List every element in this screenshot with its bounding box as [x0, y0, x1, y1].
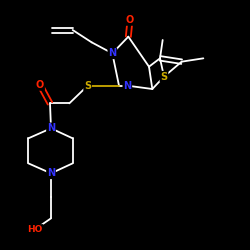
Text: N: N: [47, 123, 55, 133]
Text: HO: HO: [27, 225, 43, 234]
Text: S: S: [84, 81, 91, 91]
Text: O: O: [126, 15, 134, 25]
Text: N: N: [108, 48, 116, 58]
Text: O: O: [36, 80, 44, 90]
Text: S: S: [160, 72, 168, 82]
Text: N: N: [47, 168, 55, 178]
Text: N: N: [123, 81, 132, 91]
